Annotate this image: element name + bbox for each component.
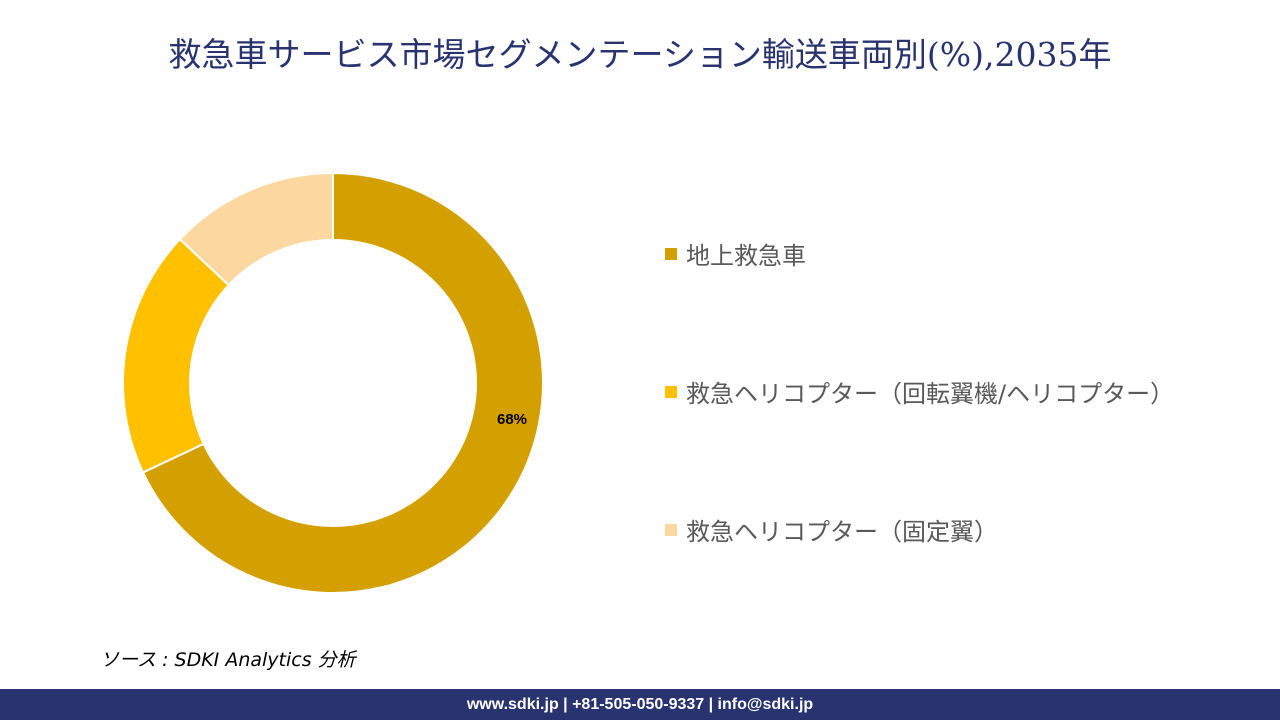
donut-slices [122, 171, 544, 594]
legend-swatch-icon [665, 247, 677, 260]
legend-item-fixed-wing: 救急ヘリコプター（固定翼） [665, 512, 998, 547]
donut-slice-2 [178, 171, 334, 287]
chart-title: 救急車サービス市場セグメンテーション輸送車両別(%),2035年 [168, 35, 1112, 74]
legend-swatch-icon [665, 523, 677, 536]
footer-contact-bar: www.sdki.jp | +81-505-050-9337 | info@sd… [0, 689, 1280, 720]
legend-swatch-icon [665, 385, 677, 398]
donut-slice-1 [122, 237, 231, 474]
legend-item-rotary-helicopter: 救急ヘリコプター（回転翼機/ヘリコプター） [665, 374, 1174, 409]
source-note: ソース : SDKI Analytics 分析 [100, 649, 356, 671]
donut-slice-0 [141, 171, 544, 594]
data-label-ground-ambulance: 68% [497, 411, 527, 428]
legend-item-ground-ambulance: 地上救急車 [665, 236, 806, 271]
